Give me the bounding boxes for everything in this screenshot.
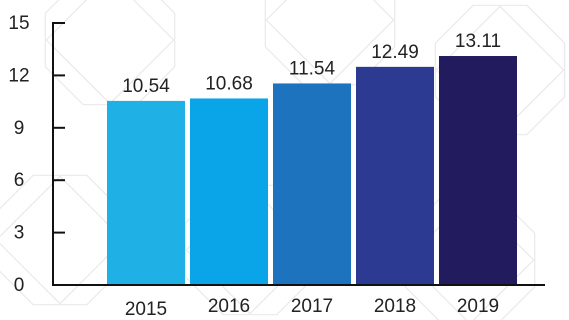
- bars-group: [107, 56, 517, 286]
- bar-2017: [273, 83, 351, 286]
- x-tick-label-2018: 2018: [374, 296, 416, 317]
- x-tick-label-2016: 2016: [208, 296, 250, 317]
- y-tick-label: 3: [14, 223, 25, 244]
- y-tick-label: 12: [8, 65, 29, 86]
- y-tick-label: 6: [14, 170, 25, 191]
- pattern-diamond: [265, 0, 395, 85]
- x-axis-labels: 2015 2016 2017 2018 2019: [125, 296, 499, 320]
- bar-2019: [439, 56, 517, 286]
- value-label-2017: 11.54: [289, 58, 336, 79]
- bar-2015: [107, 100, 185, 285]
- x-tick-label-2019: 2019: [457, 296, 499, 317]
- value-label-2015: 10.54: [122, 76, 170, 97]
- y-tick-label: 15: [8, 13, 29, 34]
- x-tick-label-2017: 2017: [291, 296, 333, 317]
- bar-2018: [356, 66, 434, 285]
- value-labels-group: 10.54 10.68 11.54 12.49 13.11: [122, 31, 501, 97]
- pattern-diamond: [45, 0, 175, 105]
- y-tick-label: 9: [14, 118, 25, 139]
- value-label-2019: 13.11: [455, 31, 501, 52]
- y-tick-label: 0: [14, 275, 25, 296]
- value-label-2016: 10.68: [205, 73, 253, 94]
- value-label-2018: 12.49: [371, 42, 419, 63]
- pattern-diamond: [0, 175, 125, 305]
- x-tick-label-2015: 2015: [125, 299, 167, 320]
- bar-2016: [190, 98, 268, 286]
